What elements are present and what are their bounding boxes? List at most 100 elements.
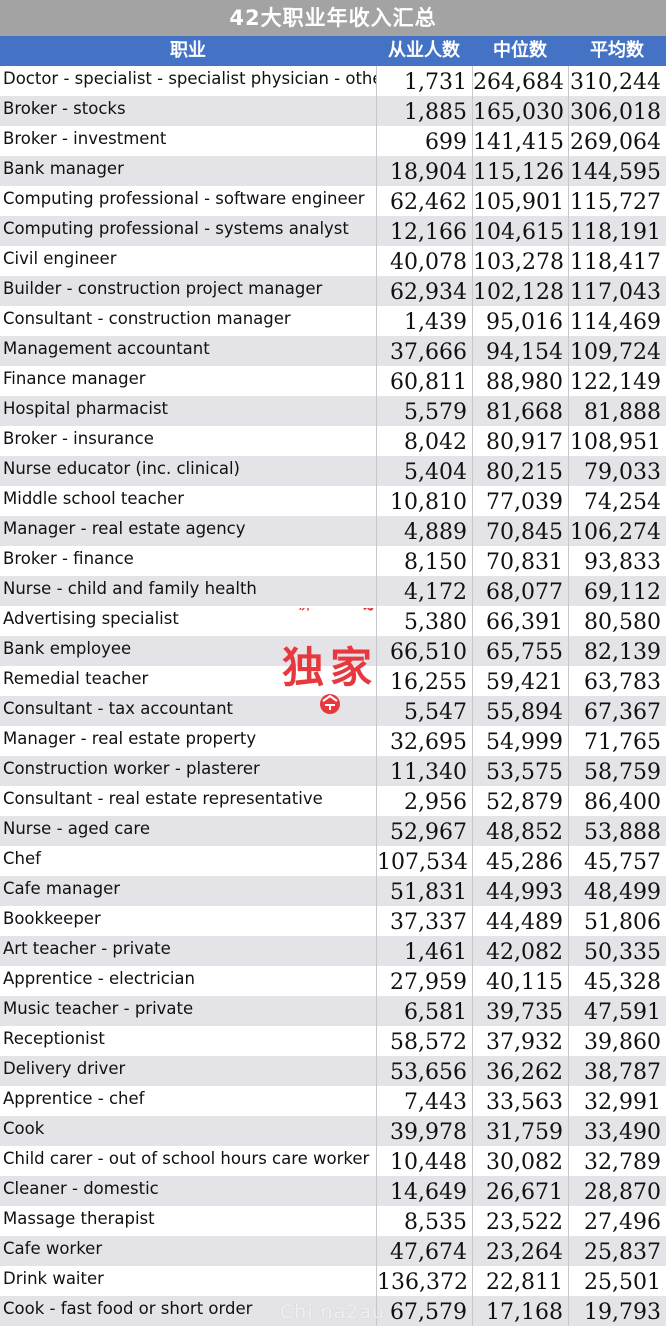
occupation-cell: Apprentice - electrician — [3, 969, 196, 988]
table-row: Chef 107,534 45,286 45,757 — [0, 846, 666, 876]
average-cell: 74,254 — [568, 486, 666, 516]
median-cell: 66,391 — [472, 606, 568, 636]
occupation-cell: Cleaner - domestic — [3, 1179, 159, 1198]
table-body: Doctor - specialist - specialist physici… — [0, 66, 666, 1326]
average-cell: 48,499 — [568, 876, 666, 906]
table-row: Advertising specialist 5,380 66,391 80,580 — [0, 606, 666, 636]
employees-cell: 27,959 — [376, 966, 472, 996]
occupation-cell: Broker - investment — [3, 129, 167, 148]
table-row: Cafe worker 47,674 23,264 25,837 — [0, 1236, 666, 1266]
median-cell: 23,522 — [472, 1206, 568, 1236]
table-row: Massage therapist 8,535 23,522 27,496 — [0, 1206, 666, 1236]
average-cell: 67,367 — [568, 696, 666, 726]
employees-cell: 66,510 — [376, 636, 472, 666]
average-cell: 27,496 — [568, 1206, 666, 1236]
average-cell: 33,490 — [568, 1116, 666, 1146]
employees-cell: 136,372 — [376, 1266, 472, 1296]
table-row: Civil engineer 40,078 103,278 118,417 — [0, 246, 666, 276]
employees-cell: 1,885 — [376, 96, 472, 126]
median-cell: 80,917 — [472, 426, 568, 456]
median-cell: 53,575 — [472, 756, 568, 786]
table-row: Cleaner - domestic 14,649 26,671 28,870 — [0, 1176, 666, 1206]
average-cell: 32,789 — [568, 1146, 666, 1176]
table-title: 42大职业年收入汇总 — [0, 0, 666, 36]
table-row: Consultant - construction manager 1,439 95… — [0, 306, 666, 336]
occupation-cell: Massage therapist — [3, 1209, 155, 1228]
employees-cell: 37,337 — [376, 906, 472, 936]
employees-cell: 8,150 — [376, 546, 472, 576]
median-cell: 26,671 — [472, 1176, 568, 1206]
table-row: Broker - stocks 1,885 165,030 306,018 — [0, 96, 666, 126]
median-cell: 33,563 — [472, 1086, 568, 1116]
occupation-cell: Computing professional - systems analyst — [3, 219, 349, 238]
median-cell: 37,932 — [472, 1026, 568, 1056]
median-cell: 48,852 — [472, 816, 568, 846]
employees-cell: 4,889 — [376, 516, 472, 546]
median-cell: 17,168 — [472, 1296, 568, 1326]
table-row: Middle school teacher 10,810 77,039 74,254 — [0, 486, 666, 516]
median-cell: 68,077 — [472, 576, 568, 606]
occupation-cell: Consultant - tax accountant — [3, 699, 234, 718]
table-row: Cook 39,978 31,759 33,490 — [0, 1116, 666, 1146]
median-cell: 55,894 — [472, 696, 568, 726]
employees-cell: 11,340 — [376, 756, 472, 786]
employees-cell: 52,967 — [376, 816, 472, 846]
employees-cell: 5,380 — [376, 606, 472, 636]
occupation-cell: Bank manager — [3, 159, 124, 178]
employees-cell: 5,404 — [376, 456, 472, 486]
table-row: Hospital pharmacist 5,579 81,668 81,888 — [0, 396, 666, 426]
employees-cell: 5,547 — [376, 696, 472, 726]
median-cell: 30,082 — [472, 1146, 568, 1176]
median-cell: 95,016 — [472, 306, 568, 336]
table-row: Nurse - aged care 52,967 48,852 53,888 — [0, 816, 666, 846]
employees-cell: 10,448 — [376, 1146, 472, 1176]
employees-cell: 4,172 — [376, 576, 472, 606]
occupation-cell: Delivery driver — [3, 1059, 126, 1078]
average-cell: 86,400 — [568, 786, 666, 816]
average-cell: 106,274 — [568, 516, 666, 546]
average-cell: 306,018 — [568, 96, 666, 126]
average-cell: 269,064 — [568, 126, 666, 156]
median-cell: 141,415 — [472, 126, 568, 156]
occupation-cell: Apprentice - chef — [3, 1089, 145, 1108]
median-cell: 59,421 — [472, 666, 568, 696]
occupation-cell: Cook — [3, 1119, 45, 1138]
table-row: Doctor - specialist - specialist physici… — [0, 66, 666, 96]
average-cell: 122,149 — [568, 366, 666, 396]
employees-cell: 18,904 — [376, 156, 472, 186]
table-row: Cafe manager 51,831 44,993 48,499 — [0, 876, 666, 906]
occupation-cell: Chef — [3, 849, 41, 868]
occupation-cell: Consultant - construction manager — [3, 309, 291, 328]
occupation-cell: Manager - real estate property — [3, 729, 257, 748]
average-cell: 53,888 — [568, 816, 666, 846]
table-row: Cook - fast food or short order 67,579 17,… — [0, 1296, 666, 1326]
table-row: Apprentice - chef 7,443 33,563 32,991 — [0, 1086, 666, 1116]
average-cell: 79,033 — [568, 456, 666, 486]
average-cell: 39,860 — [568, 1026, 666, 1056]
occupation-cell: Construction worker - plasterer — [3, 759, 260, 778]
occupation-cell: Music teacher - private — [3, 999, 194, 1018]
median-cell: 103,278 — [472, 246, 568, 276]
average-cell: 32,991 — [568, 1086, 666, 1116]
occupation-cell: Nurse educator (inc. clinical) — [3, 459, 240, 478]
employees-cell: 12,166 — [376, 216, 472, 246]
occupation-cell: Remedial teacher — [3, 669, 149, 688]
table-row: Broker - insurance 8,042 80,917 108,951 — [0, 426, 666, 456]
median-cell: 70,845 — [472, 516, 568, 546]
occupation-cell: Child carer - out of school hours care w… — [3, 1149, 370, 1168]
table-row: Apprentice - electrician 27,959 40,115 45,3… — [0, 966, 666, 996]
median-cell: 31,759 — [472, 1116, 568, 1146]
median-cell: 88,980 — [472, 366, 568, 396]
table-row: Construction worker - plasterer 11,340 53,… — [0, 756, 666, 786]
occupation-cell: Manager - real estate agency — [3, 519, 246, 538]
median-cell: 105,901 — [472, 186, 568, 216]
median-cell: 94,154 — [472, 336, 568, 366]
median-cell: 77,039 — [472, 486, 568, 516]
employees-cell: 7,443 — [376, 1086, 472, 1116]
average-cell: 58,759 — [568, 756, 666, 786]
occupation-cell: Management accountant — [3, 339, 210, 358]
occupation-cell: Builder - construction project manager — [3, 279, 323, 298]
employees-cell: 14,649 — [376, 1176, 472, 1206]
table-row: Nurse - child and family health 4,172 68,0… — [0, 576, 666, 606]
occupation-cell: Broker - finance — [3, 549, 134, 568]
